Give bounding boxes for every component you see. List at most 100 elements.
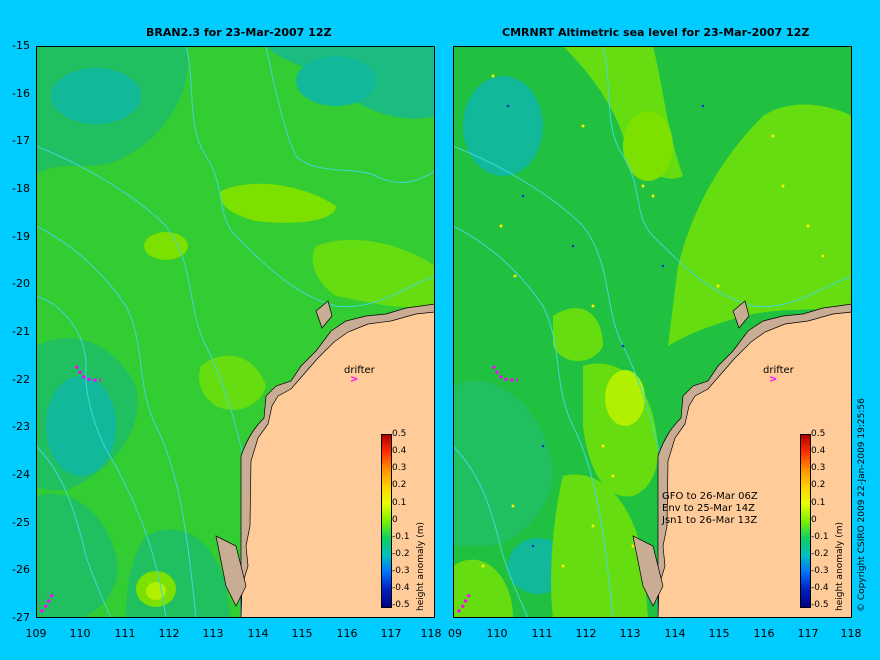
colorbar-tick-label: -0.5 [811, 600, 829, 610]
copyright-notice: © Copyright CSIRO 2009 22-Jan-2009 19:25… [857, 398, 867, 612]
colorbar-tick-label: 0 [392, 515, 398, 525]
anomaly-region [296, 56, 376, 106]
x-tick-label: 116 [753, 627, 775, 640]
colorbar-tick-label: -0.2 [811, 549, 829, 559]
drifter-track [39, 593, 55, 613]
colorbar [381, 434, 392, 608]
x-tick-label: 110 [486, 627, 508, 640]
legend-line: Jsn1 to 26-Mar 13Z [662, 515, 758, 526]
x-tick-label: 117 [380, 627, 402, 640]
map-frame [36, 46, 435, 618]
anomaly-region [463, 76, 543, 176]
drifter-track [74, 365, 101, 382]
y-tick-label: -19 [12, 230, 30, 243]
colorbar [800, 434, 811, 608]
y-tick-label: -26 [12, 563, 30, 576]
right-map-canvas [453, 46, 852, 618]
drifter-text: drifter [763, 365, 794, 376]
anomaly-region [220, 183, 336, 223]
colorbar-tick-label: -0.3 [811, 566, 829, 576]
x-tick-label: 118 [420, 627, 442, 640]
colorbar-tick-label: 0.3 [392, 463, 407, 473]
y-tick-label: -23 [12, 420, 30, 433]
y-tick-label: -27 [12, 611, 30, 624]
left-map-title: BRAN2.3 for 23-Mar-2007 12Z [146, 26, 332, 39]
colorbar-tick-label: -0.3 [392, 566, 410, 576]
drifter-track [456, 593, 472, 613]
anomaly-region [46, 376, 116, 476]
anomaly-region [623, 111, 673, 181]
x-tick-label: 112 [575, 627, 597, 640]
colorbar-unit-label: height anomaly (m) [416, 521, 426, 611]
x-tick-label: 111 [531, 627, 553, 640]
anomaly-region [551, 474, 648, 618]
x-tick-label: 112 [158, 627, 180, 640]
coastline [240, 303, 435, 618]
x-tick-label: 115 [708, 627, 730, 640]
y-tick-label: -21 [12, 325, 30, 338]
colorbar-tick-label: 0.1 [811, 498, 826, 508]
colorbar-unit-label: height anomaly (m) [835, 521, 845, 611]
colorbar-tick-label: 0 [811, 515, 817, 525]
colorbar-tick-label: 0.5 [811, 429, 826, 439]
colorbar-tick-label: -0.4 [392, 583, 410, 593]
x-tick-label: 113 [202, 627, 224, 640]
x-tick-label: 09 [448, 627, 462, 640]
anomaly-region [453, 380, 553, 546]
right-map-title: CMRNRT Altimetric sea level for 23-Mar-2… [502, 26, 810, 39]
colorbar-tick-label: 0.4 [392, 446, 407, 456]
map-frame [453, 46, 852, 618]
drifter-track [491, 365, 518, 382]
legend-line: GFO to 26-Mar 06Z [662, 491, 758, 502]
colorbar-tick-label: -0.1 [811, 532, 829, 542]
x-tick-label: 114 [247, 627, 269, 640]
anomaly-region [312, 239, 435, 308]
y-tick-label: -25 [12, 516, 30, 529]
y-tick-label: -18 [12, 182, 30, 195]
colorbar-tick-label: -0.2 [392, 549, 410, 559]
coastline [657, 303, 852, 618]
peninsula [215, 535, 247, 607]
island [732, 300, 750, 329]
colorbar-tick-label: 0.3 [811, 463, 826, 473]
anomaly-region [553, 307, 603, 361]
y-tick-label: -16 [12, 87, 30, 100]
colorbar-tick-label: -0.4 [811, 583, 829, 593]
y-tick-label: -20 [12, 277, 30, 290]
anomaly-region [199, 355, 266, 410]
legend-line: Env to 25-Mar 14Z [662, 503, 755, 514]
colorbar-tick-label: 0.1 [392, 498, 407, 508]
drifter-label: drifter > [344, 365, 375, 385]
y-tick-label: -17 [12, 134, 30, 147]
left-map-canvas [36, 46, 435, 618]
altimeter-track-points [481, 74, 825, 578]
y-tick-label: -22 [12, 373, 30, 386]
island [315, 300, 333, 329]
colorbar-tick-label: 0.2 [392, 480, 407, 490]
altimeter-track-points [506, 104, 705, 548]
anomaly-region [453, 559, 513, 618]
x-tick-label: 114 [664, 627, 686, 640]
anomaly-region [144, 232, 188, 260]
drifter-label: drifter > [763, 365, 794, 385]
drifter-arrow-icon: > [350, 374, 359, 385]
anomaly-region [668, 104, 852, 346]
colorbar-tick-label: 0.4 [811, 446, 826, 456]
x-tick-label: 116 [336, 627, 358, 640]
colorbar-tick-label: -0.1 [392, 532, 410, 542]
drifter-arrow-icon: > [769, 374, 778, 385]
right-map-panel: drifter > GFO to 26-Mar 06Z Env to 25-Ma… [453, 46, 852, 618]
anomaly-region [51, 68, 141, 124]
left-map-panel: drifter > 0.5 0.4 0.3 0.2 0.1 0 -0.1 -0.… [36, 46, 435, 618]
satellite-legend: GFO to 26-Mar 06Z Env to 25-Mar 14Z Jsn1… [662, 491, 758, 527]
x-tick-label: 113 [619, 627, 641, 640]
peninsula [632, 535, 664, 607]
colorbar-tick-label: 0.2 [811, 480, 826, 490]
bathymetry-contours [36, 46, 435, 618]
anomaly-region [605, 370, 645, 426]
y-tick-label: -15 [12, 39, 30, 52]
x-tick-label: 117 [797, 627, 819, 640]
drifter-text: drifter [344, 365, 375, 376]
x-tick-label: 109 [25, 627, 47, 640]
colorbar-tick-label: -0.5 [392, 600, 410, 610]
